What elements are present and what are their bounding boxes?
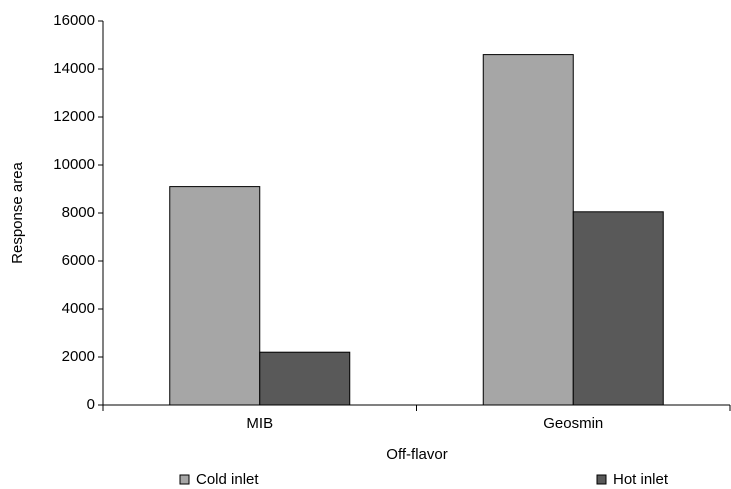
y-tick-label: 8000 (62, 204, 95, 221)
x-tick-label: Geosmin (543, 415, 603, 432)
y-tick-label: 6000 (62, 252, 95, 269)
y-tick-label: 2000 (62, 348, 95, 365)
y-tick-label: 12000 (53, 108, 95, 125)
bar (482, 54, 574, 406)
y-axis-label: Response area (9, 161, 26, 263)
bar (572, 211, 664, 406)
bar (259, 351, 351, 406)
y-tick-label: 0 (87, 396, 95, 413)
x-tick-label: MIB (246, 415, 273, 432)
y-tick-label: 4000 (62, 300, 95, 317)
legend-swatch (179, 474, 190, 485)
y-tick-label: 14000 (53, 60, 95, 77)
y-tick-label: 16000 (53, 12, 95, 29)
legend-label: Cold inlet (196, 471, 259, 488)
legend-label: Hot inlet (613, 471, 669, 488)
y-tick-label: 10000 (53, 156, 95, 173)
x-axis-label: Off-flavor (386, 446, 447, 463)
legend-swatch (596, 474, 607, 485)
bar (169, 186, 261, 406)
